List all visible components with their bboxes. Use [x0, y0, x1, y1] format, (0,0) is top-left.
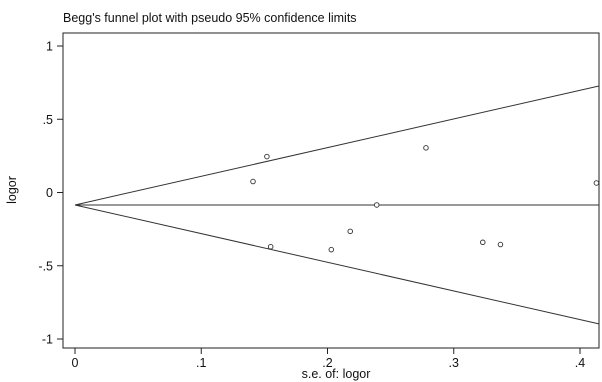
y-axis-label: logor — [5, 176, 19, 204]
study-point — [267, 243, 274, 250]
study-point — [328, 246, 335, 253]
study-point — [373, 202, 380, 208]
study-point — [250, 178, 256, 185]
study-point — [497, 241, 504, 248]
study-point — [347, 228, 353, 235]
study-point — [480, 239, 486, 246]
x-tick-label: .2 — [322, 356, 332, 370]
x-tick-label: .3 — [449, 356, 459, 370]
plot-frame — [62, 32, 600, 349]
lower-confidence-limit-line — [74, 204, 600, 325]
y-tick-label: -.5 — [38, 259, 53, 273]
y-tick-label: 0 — [46, 186, 53, 200]
y-tick-label: -1 — [42, 333, 53, 347]
plot-area: 1 .5 0 -.5 -1 0 .1 .2 .3 .4 — [38, 32, 600, 370]
x-axis-label: s.e. of: logor — [302, 367, 371, 381]
upper-confidence-limit-line — [74, 85, 600, 206]
chart-title: Begg's funnel plot with pseudo 95% confi… — [63, 11, 357, 25]
x-tick-label: .4 — [575, 356, 585, 370]
x-tick-label: .1 — [196, 356, 206, 370]
study-point — [264, 153, 270, 160]
study-point — [593, 180, 600, 186]
study-point — [423, 145, 429, 151]
y-tick-label: .5 — [43, 113, 53, 127]
y-tick-label: 1 — [46, 40, 53, 54]
x-tick-label: 0 — [72, 356, 79, 370]
